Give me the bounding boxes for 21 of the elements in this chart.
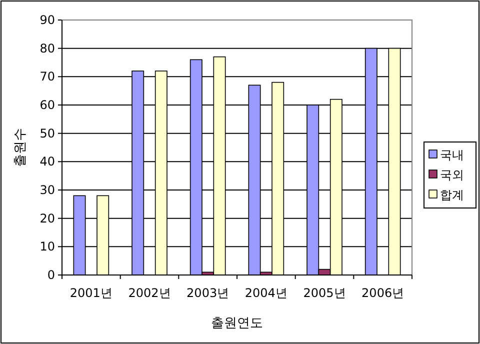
- x-tick-label: 2002년: [128, 286, 171, 300]
- legend-label: 국외: [440, 168, 464, 182]
- x-tick-label: 2005년: [303, 286, 346, 300]
- y-tick-label: 60: [40, 98, 55, 112]
- x-tick-label: 2004년: [244, 286, 288, 300]
- legend-label: 국내: [440, 148, 464, 162]
- y-tick-label: 0: [47, 268, 55, 282]
- x-tick-label: 2006년: [362, 286, 404, 300]
- y-tick-label: 20: [40, 211, 55, 226]
- y-tick-label: 10: [40, 240, 55, 254]
- y-tick-label: 50: [40, 126, 55, 140]
- y-tick-label: 80: [40, 41, 55, 56]
- legend-label: 합계: [440, 188, 464, 202]
- y-tick-label: 40: [40, 154, 55, 169]
- y-tick-label: 30: [40, 183, 55, 197]
- x-tick-label: 2003년: [186, 286, 230, 300]
- y-tick-label: 90: [40, 13, 55, 27]
- y-tick-label: 70: [40, 70, 55, 84]
- x-axis-title: 출원연도: [211, 316, 263, 331]
- x-tick-label: 2001년: [70, 286, 112, 300]
- y-axis-title: 출원수: [13, 128, 28, 167]
